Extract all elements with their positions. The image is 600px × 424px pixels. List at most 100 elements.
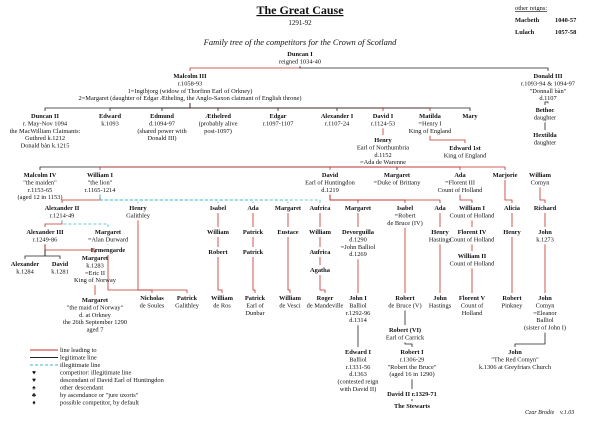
person-line: Margaret — [82, 297, 109, 304]
person-line: Richard — [534, 205, 557, 212]
person-line: William — [279, 295, 302, 302]
person-line: The Stewarts — [394, 403, 431, 410]
person-line: r.1153-65 — [28, 187, 52, 194]
person-line: k.1273 — [536, 236, 554, 243]
legend-label: possible competitor, by default — [60, 400, 139, 407]
edges — [24, 66, 549, 401]
reign-years: 1040-57 — [555, 17, 577, 24]
person: William — [309, 229, 332, 236]
reign-name: Macbeth — [515, 17, 540, 24]
person-line: "Robert the Bruce" — [388, 364, 437, 371]
person-line: r.1249-86 — [33, 236, 58, 243]
person-line: Pinkney — [502, 302, 524, 309]
person-line: d.1107 — [539, 95, 557, 102]
person-line: "the maiden" — [23, 179, 57, 186]
legend-symbol: ♦ — [32, 400, 36, 407]
person-line: Henry — [374, 137, 392, 144]
person-line: d.1363 — [349, 371, 367, 378]
credit-version: v.1.03 — [560, 410, 574, 416]
person-line: =Duke of Brittany — [374, 179, 422, 186]
descent-line — [189, 103, 471, 111]
person: Alexander IIr.1214-49 — [45, 205, 80, 219]
person-line: r.1097-1107 — [263, 120, 295, 127]
person-line: with David II) — [340, 386, 377, 393]
person-line: de Bruce (V) — [388, 302, 421, 309]
person-line: Earl of Huntingdon — [305, 179, 356, 186]
person: Agatha — [310, 267, 331, 274]
person-line: Henry — [431, 229, 449, 236]
descent-line — [319, 275, 326, 293]
descent-line — [137, 220, 188, 293]
person-line: Dunbar — [245, 310, 265, 317]
person-line: Count of Holland — [438, 187, 484, 194]
descent-line — [107, 255, 153, 293]
person-line: (probably alive — [199, 120, 238, 127]
person-line: Agatha — [310, 267, 331, 274]
person-line: Count of Holland — [450, 260, 496, 267]
person: Aufrica — [310, 205, 332, 212]
person-line: Mary — [462, 113, 478, 120]
person-line: Margaret — [82, 255, 109, 262]
person-line: Nicholas — [140, 295, 164, 302]
person-line: k.1093 — [101, 120, 119, 127]
person-line: (aged 16 in 1290) — [389, 371, 434, 378]
person: Robert Ir.1306-29"Robert the Bruce"(aged… — [388, 349, 437, 378]
person-line: reigned 1034-40 — [279, 58, 321, 65]
person-line: Donald bàn k.1215 — [21, 143, 70, 150]
person-line: de Bruce (IV) — [387, 220, 423, 227]
person-line: Duncan II — [31, 113, 59, 120]
person-line: d.1290 — [349, 236, 367, 243]
subtitle: Family tree of the competitors for the C… — [203, 37, 397, 47]
person-line: d.1269 — [349, 251, 367, 258]
descent-line — [44, 244, 96, 253]
person: Robert — [208, 249, 228, 256]
descent-line — [217, 257, 223, 293]
person-line: Patrick — [243, 249, 264, 256]
person-line: John — [433, 295, 447, 302]
person-line: John I — [349, 295, 367, 302]
person-line: Count of — [461, 302, 484, 309]
person-line: =Alan Durward — [88, 236, 129, 243]
person-line: Devorguilla — [342, 229, 375, 236]
person-line: Duncan I — [287, 51, 313, 58]
person-line: Count of Holland — [450, 212, 496, 219]
person-line: post-1097) — [204, 128, 232, 135]
descent-line — [61, 220, 109, 227]
person-line: Aufrica — [310, 205, 332, 212]
person-line: de Vesci — [279, 302, 301, 309]
person-line: Malcolm IV — [24, 172, 57, 179]
person-line: Alexander II — [45, 205, 80, 212]
person-line: John — [538, 229, 552, 236]
person-line: d.1314 — [349, 317, 367, 324]
person-line: Eustace — [277, 229, 298, 236]
person-line: Hastings — [429, 302, 452, 309]
person-line: r.1214-49 — [50, 212, 75, 219]
person: John"The Red Comyn"k.1306 at Greyfriars … — [479, 349, 552, 371]
person-line: Guthred k.1212 — [25, 135, 65, 142]
person-line: r.1124-53 — [371, 120, 395, 127]
legend-label: descendant of David Earl of Huntingdon — [60, 377, 165, 384]
person-line: k.1284 — [16, 268, 34, 275]
legend-label: other descendant — [60, 385, 103, 392]
person-line: Isabel — [397, 205, 414, 212]
descent-line — [404, 342, 413, 347]
person-line: Alicia — [504, 205, 521, 212]
person-line: Comyn — [536, 302, 556, 309]
legend-label: line leading to — [60, 347, 97, 354]
person-line: Patrick — [243, 229, 264, 236]
person-line: r.1331-56 — [346, 364, 371, 371]
person-line: Galithley — [175, 302, 200, 309]
